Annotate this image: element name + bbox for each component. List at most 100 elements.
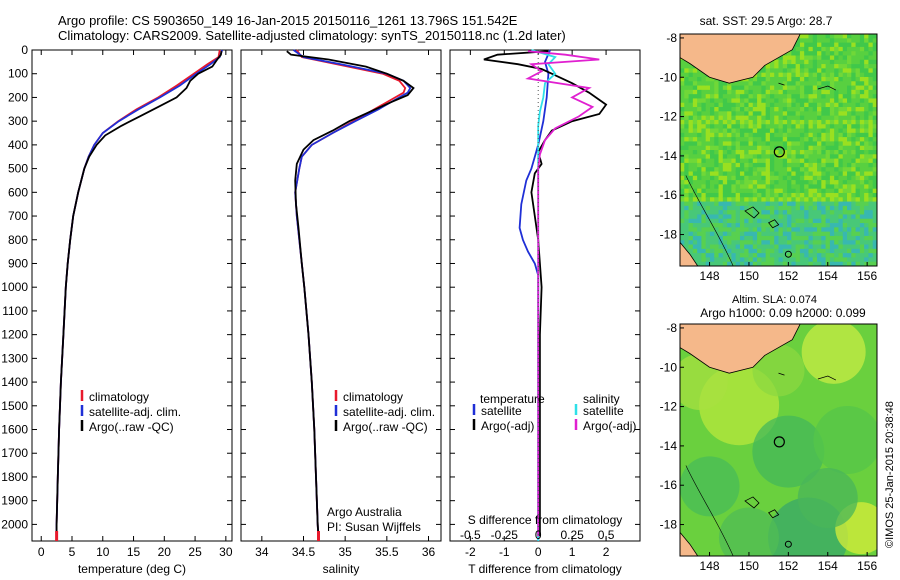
sst-cell — [791, 261, 797, 266]
sst-cell — [778, 218, 784, 224]
sst-cell — [692, 184, 698, 190]
sst-cell — [864, 89, 869, 95]
sst-cell — [692, 223, 698, 228]
sst-cell — [731, 180, 737, 185]
sst-cell — [748, 145, 754, 151]
sst-cell — [838, 42, 844, 48]
sst-cell — [864, 248, 869, 254]
sst-cell — [829, 223, 835, 228]
sst-cell — [739, 227, 745, 233]
sst-cell — [697, 141, 702, 147]
sst-cell — [787, 94, 792, 99]
sst-cell — [718, 248, 724, 254]
sst-cell — [804, 231, 809, 237]
sst-cell — [834, 223, 839, 228]
sst-cell — [791, 124, 797, 129]
sst-cell — [851, 162, 856, 168]
sst-cell — [851, 128, 856, 134]
sst-cell — [855, 46, 861, 52]
sst-cell — [757, 197, 762, 202]
sst-cell — [680, 124, 685, 129]
sst-cell — [727, 223, 732, 228]
sst-cell — [851, 201, 856, 207]
sst-cell — [842, 119, 848, 125]
sst-cell — [842, 240, 848, 245]
sst-cell — [834, 158, 839, 164]
sst-cell — [774, 162, 779, 168]
sst-cell — [868, 89, 874, 95]
sst-cell — [795, 227, 801, 233]
sst-cell — [722, 81, 728, 86]
sst-cell — [855, 253, 861, 258]
sst-cell — [804, 184, 809, 190]
sst-cell — [834, 253, 839, 258]
sst-cell — [778, 137, 784, 142]
sst-cell — [739, 223, 745, 228]
sst-cell — [829, 89, 835, 95]
y-tick-label: -16 — [660, 478, 678, 492]
sst-cell — [714, 205, 719, 211]
sst-cell — [829, 171, 835, 177]
sst-cell — [864, 184, 869, 190]
sst-cell — [752, 154, 758, 159]
sst-cell — [782, 197, 788, 202]
sst-cell — [799, 240, 805, 245]
x-tick-label: 150 — [739, 269, 759, 283]
sst-cell — [722, 192, 728, 198]
sst-cell — [692, 180, 698, 185]
sst-cell — [705, 85, 711, 91]
sst-cell — [855, 107, 861, 112]
sst-cell — [684, 68, 689, 74]
sst-cell — [864, 46, 869, 52]
sst-cell — [872, 51, 877, 56]
sst-cell — [872, 188, 877, 194]
sst-cell — [765, 240, 771, 245]
sst-cell — [868, 240, 874, 245]
sst-cell — [859, 89, 865, 95]
sst-cell — [774, 171, 779, 177]
sst-cell — [688, 145, 694, 151]
sst-cell — [714, 137, 719, 142]
sst-cell — [778, 55, 784, 61]
sst-cell — [812, 38, 818, 43]
sst-cell — [739, 253, 745, 258]
sst-cell — [722, 111, 728, 117]
sst-cell — [851, 72, 856, 78]
sst-cell — [727, 111, 732, 117]
sst-cell — [714, 158, 719, 164]
sst-cell — [735, 175, 741, 181]
sst-cell — [782, 111, 788, 117]
sst-cell — [791, 107, 797, 112]
sst-cell — [697, 223, 702, 228]
sst-cell — [688, 192, 694, 198]
sla-blob — [752, 415, 825, 488]
sst-cell — [774, 184, 779, 190]
sst-cell — [692, 128, 698, 134]
sst-cell — [817, 167, 822, 172]
sst-cell — [829, 175, 835, 181]
sst-cell — [744, 124, 749, 129]
sst-cell — [744, 257, 749, 263]
sst-cell — [701, 115, 707, 121]
sst-cell — [804, 46, 809, 52]
y-tick-label: 500 — [8, 162, 28, 176]
sst-cell — [855, 188, 861, 194]
sst-cell — [817, 76, 822, 82]
sst-cell — [859, 214, 865, 220]
sst-cell — [804, 124, 809, 129]
sst-cell — [821, 85, 827, 91]
sst-cell — [791, 76, 797, 82]
sst-cell — [769, 197, 775, 202]
sst-cell — [684, 115, 689, 121]
sst-cell — [868, 162, 874, 168]
sst-cell — [727, 218, 732, 224]
sst-cell — [812, 253, 818, 258]
sst-cell — [684, 214, 689, 220]
sst-cell — [859, 253, 865, 258]
sst-cell — [808, 210, 814, 215]
sst-cell — [791, 235, 797, 241]
sst-cell — [731, 223, 737, 228]
sst-cell — [842, 55, 848, 61]
sst-cell — [787, 51, 792, 56]
sst-cell — [782, 124, 788, 129]
